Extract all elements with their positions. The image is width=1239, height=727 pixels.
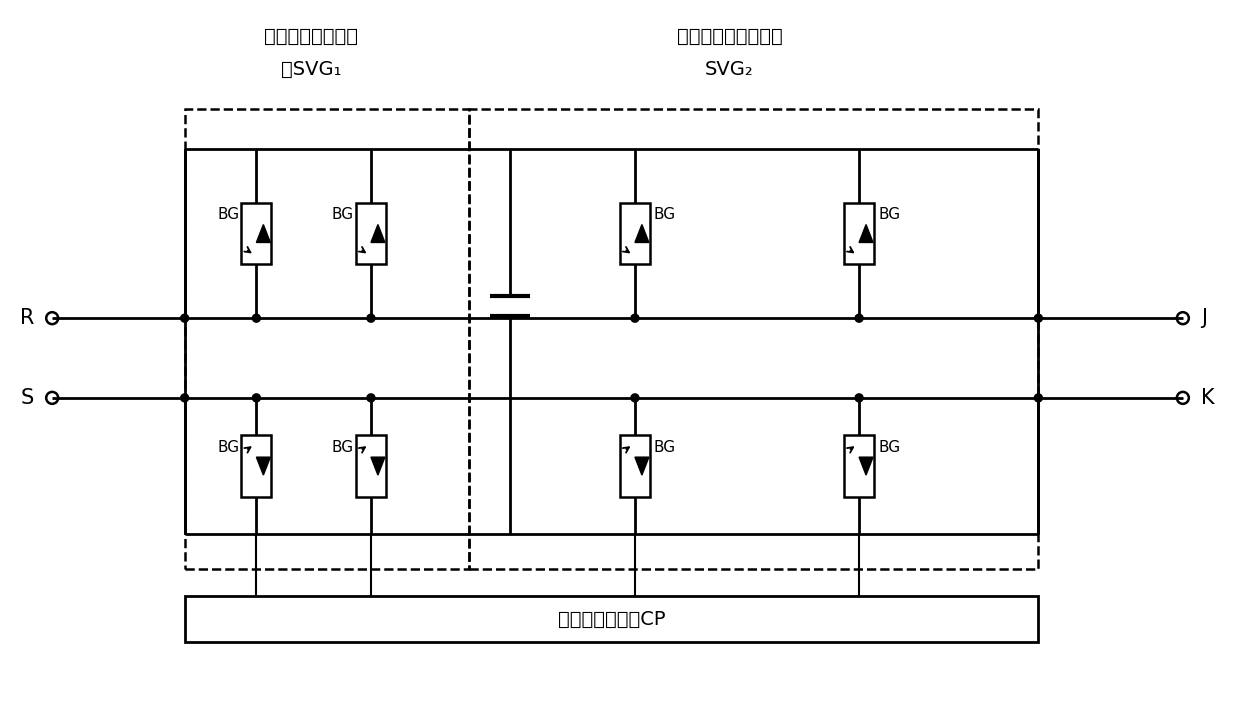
Polygon shape [256,225,270,243]
Circle shape [631,314,639,322]
Circle shape [855,314,864,322]
Bar [356,203,385,265]
Circle shape [181,394,188,402]
Text: BG: BG [878,440,900,454]
Text: BG: BG [332,207,354,222]
Text: 第一大功率开关器: 第一大功率开关器 [264,27,358,46]
Text: K: K [1201,388,1214,408]
Polygon shape [370,225,385,243]
Text: 件SVG₁: 件SVG₁ [281,60,342,79]
Bar [242,203,271,265]
Text: S: S [21,388,35,408]
Polygon shape [634,225,649,243]
Text: J: J [1201,308,1207,328]
Polygon shape [859,225,873,243]
Polygon shape [370,457,385,475]
Bar [844,203,873,265]
Circle shape [855,394,864,402]
Circle shape [631,394,639,402]
Bar [620,203,650,265]
Circle shape [181,314,188,322]
Text: BG: BG [878,207,900,222]
Bar [468,109,1038,569]
Text: BG: BG [332,440,354,454]
Text: SVG₂: SVG₂ [705,60,755,79]
Bar [185,596,1038,642]
Text: R: R [20,308,35,328]
Circle shape [253,394,260,402]
Text: BG: BG [654,440,676,454]
Bar [185,109,468,569]
Polygon shape [256,457,270,475]
Bar [620,435,650,497]
Text: BG: BG [217,440,239,454]
Circle shape [1035,394,1042,402]
Bar [356,435,385,497]
Polygon shape [859,457,873,475]
Circle shape [1035,314,1042,322]
Text: BG: BG [654,207,676,222]
Polygon shape [634,457,649,475]
Text: BG: BG [217,207,239,222]
Text: 第二大功率开关器件: 第二大功率开关器件 [676,27,783,46]
Circle shape [253,314,260,322]
Bar [242,435,271,497]
Text: 脉宽调制控制器CP: 脉宽调制控制器CP [558,609,665,629]
Circle shape [367,314,375,322]
Circle shape [367,394,375,402]
Bar [844,435,873,497]
